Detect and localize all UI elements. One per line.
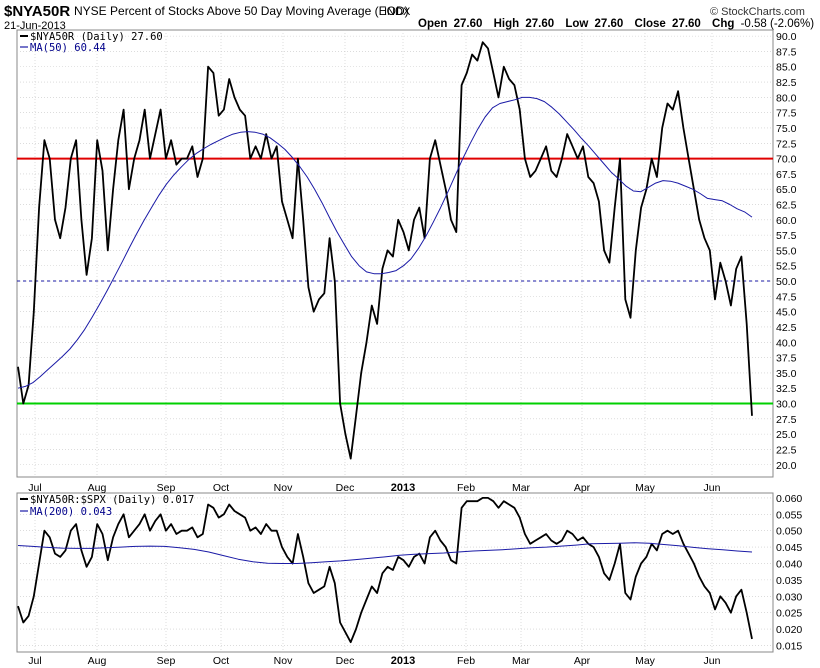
y-tick-label: 0.050 [776,526,802,538]
y-tick-label: 40.0 [776,337,797,349]
bottom-legend: $NYA50R:$SPX (Daily) 0.017 MA(200) 0.043 [20,494,194,518]
y-tick-label: 55.0 [776,245,797,257]
x-tick-label: Oct [213,482,229,494]
y-tick-label: 80.0 [776,92,797,104]
x-tick-label: Nov [274,655,293,667]
high-label: High [494,18,520,30]
brand-watermark: © StockCharts.com [710,6,805,18]
legend-ma: MA(50) 60.44 [30,42,106,54]
x-tick-label: Jul [28,655,41,667]
ohlc-readout: Open 27.60 High 27.60 Low 27.60 Close 27… [418,18,820,30]
x-tick-label: 2013 [391,655,415,667]
x-tick-label: Feb [457,655,475,667]
y-tick-label: 60.0 [776,215,797,227]
main-price-panel: 90.0 87.5 85.0 82.5 80.0 77.5 75.0 72.5 70.0 67.5… [16,29,797,478]
close-label: Close [635,18,666,30]
y-tick-label: 50.0 [776,276,797,288]
y-tick-label: 62.5 [776,200,797,212]
x-axis-top: Jul Aug Sep Oct Nov Dec 2013 Feb Mar Apr May Jun [28,482,720,494]
y-tick-label: 0.020 [776,624,802,636]
x-tick-label: Apr [574,482,591,494]
y-tick-label: 52.5 [776,261,797,273]
y-tick-label: 87.5 [776,46,797,58]
x-tick-label: Dec [336,655,355,667]
x-tick-label: May [635,482,656,494]
y-tick-label: 0.015 [776,640,802,652]
series-line-ma [17,542,753,564]
y-tick-label: 37.5 [776,353,797,365]
ratio-panel: 0.060 0.055 0.050 0.045 0.040 0.035 0.030 0.025… [16,492,802,653]
legend-ratio: $NYA50R:$SPX (Daily) 0.017 [30,494,194,506]
x-tick-label: Sep [157,655,176,667]
y-tick-label: 0.055 [776,509,802,521]
legend-ma200: MA(200) 0.043 [30,506,112,518]
y-tick-label: 27.5 [776,414,797,426]
series-line-price [17,496,753,644]
x-tick-label: May [635,655,656,667]
y-tick-label: 77.5 [776,108,797,120]
x-tick-label: Mar [512,482,531,494]
high-value: 27.60 [525,18,554,30]
top-legend: $NYA50R (Daily) 27.60 MA(50) 60.44 [20,31,163,54]
x-tick-label: Feb [457,482,475,494]
y-tick-label: 47.5 [776,291,797,303]
y-tick-label: 90.0 [776,31,797,43]
chg-value: -0.58 (-2.06%) [741,18,815,30]
y-tick-label: 25.0 [776,429,797,441]
x-tick-label: Jun [704,482,721,494]
exchange-label: INDX [384,6,411,18]
y-tick-label: 30.0 [776,399,797,411]
x-tick-label: Nov [274,482,293,494]
y-tick-label: 72.5 [776,138,797,150]
y-tick-label: 32.5 [776,383,797,395]
y-tick-label: 70.0 [776,154,797,166]
x-tick-label: Apr [574,655,591,667]
x-tick-label: Sep [157,482,176,494]
y-tick-label: 75.0 [776,123,797,135]
chg-label: Chg [712,18,734,30]
x-tick-label: Oct [213,655,229,667]
y-tick-label: 67.5 [776,169,797,181]
low-label: Low [565,18,588,30]
series-line-price [17,41,753,460]
x-tick-label: Aug [88,655,107,667]
x-tick-label: Mar [512,655,531,667]
x-tick-label: Jun [704,655,721,667]
y-tick-label: 0.025 [776,608,802,620]
chart-description: NYSE Percent of Stocks Above 50 Day Movi… [74,4,409,18]
low-value: 27.60 [595,18,624,30]
open-value: 27.60 [454,18,483,30]
y-tick-label: 82.5 [776,77,797,89]
x-tick-label: 2013 [391,482,415,494]
y-tick-label: 22.5 [776,444,797,456]
x-axis-bottom: Jul Aug Sep Oct Nov Dec 2013 Feb Mar Apr May Jun [28,655,720,667]
symbol-title: $NYA50R [4,3,70,20]
y-tick-label: 0.060 [776,493,802,505]
x-tick-label: Aug [88,482,107,494]
y-tick-label: 45.0 [776,307,797,319]
y-tick-label: 57.5 [776,230,797,242]
chart-date: 21-Jun-2013 [4,20,66,32]
y-tick-label: 85.0 [776,62,797,74]
plot-frame [16,29,774,478]
plot-frame [16,492,774,653]
open-label: Open [418,18,447,30]
y-tick-label: 42.5 [776,322,797,334]
x-tick-label: Jul [28,482,41,494]
series-line-ma [17,96,753,389]
y-tick-label: 65.0 [776,184,797,196]
legend-price: $NYA50R (Daily) 27.60 [30,31,163,43]
y-tick-label: 20.0 [776,460,797,472]
y-tick-label: 0.035 [776,575,802,587]
y-tick-label: 0.030 [776,591,802,603]
y-tick-label: 35.0 [776,368,797,380]
y-tick-label: 0.045 [776,542,802,554]
close-value: 27.60 [672,18,701,30]
y-tick-label: 0.040 [776,558,802,570]
x-tick-label: Dec [336,482,355,494]
